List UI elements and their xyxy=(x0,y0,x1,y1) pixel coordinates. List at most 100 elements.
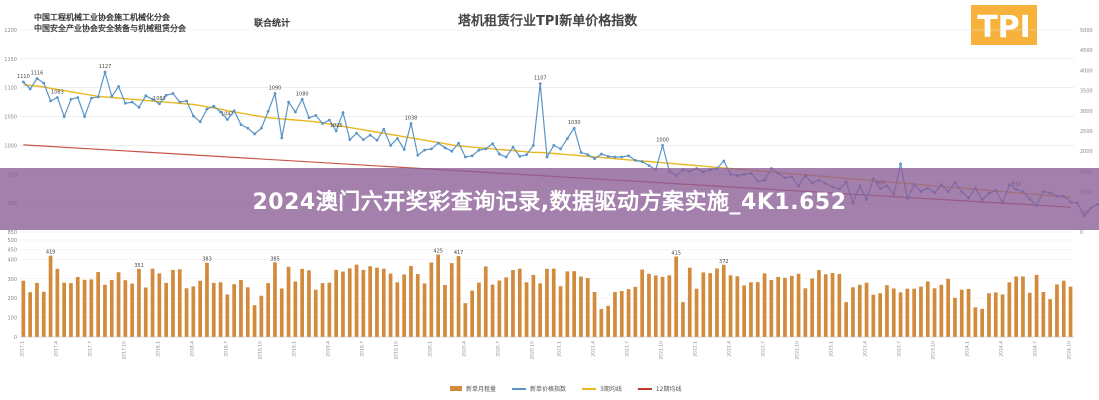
volume-bar xyxy=(89,279,94,337)
index-point xyxy=(484,147,488,151)
volume-bar xyxy=(783,277,787,337)
volume-bar xyxy=(946,278,950,337)
index-point xyxy=(600,152,603,156)
volume-bar xyxy=(912,288,916,337)
index-point xyxy=(552,144,556,147)
volume-bar xyxy=(171,269,175,337)
y-tick-label: 400 xyxy=(7,257,17,263)
index-point xyxy=(504,155,508,159)
index-point xyxy=(355,131,358,135)
volume-bar xyxy=(490,284,495,337)
index-point-label: 1047 xyxy=(221,111,234,117)
logo-text: TPI xyxy=(977,10,1031,45)
y-tick-label: 1050 xyxy=(4,115,17,121)
index-point xyxy=(613,155,617,159)
x-tick-label: 2022.1 xyxy=(693,341,699,357)
x-tick-label: 2020.10 xyxy=(529,341,535,360)
volume-bar xyxy=(980,308,984,337)
volume-bar xyxy=(252,305,257,337)
index-point xyxy=(178,100,182,104)
overlay-banner-text: 2024澳门六开奖彩查询记录,数据驱动方案实施_4K1.652 xyxy=(252,190,847,215)
y-tick-label: 450 xyxy=(7,248,17,254)
volume-bar xyxy=(137,268,141,337)
volume-bar xyxy=(681,302,685,337)
y-tick-label: 1200 xyxy=(4,28,17,34)
index-point-label: 1000 xyxy=(656,137,669,143)
volume-bar xyxy=(504,277,508,337)
volume-bar xyxy=(232,284,236,337)
index-point xyxy=(49,99,52,103)
index-point xyxy=(62,115,66,118)
index-point xyxy=(402,148,406,151)
volume-bar xyxy=(898,292,903,337)
volume-bar xyxy=(198,280,202,337)
volume-bar xyxy=(402,274,406,337)
volume-bar xyxy=(245,287,250,337)
bar-value-label: 383 xyxy=(202,257,212,263)
index-point xyxy=(314,114,318,117)
x-tick-label: 2024.7 xyxy=(1033,341,1039,357)
volume-bar xyxy=(48,255,53,337)
volume-bar xyxy=(953,297,957,337)
x-tick-label: 2021.4 xyxy=(591,341,597,357)
x-tick-label: 2024.4 xyxy=(999,341,1005,357)
index-point xyxy=(328,118,331,122)
index-point xyxy=(198,120,202,124)
volume-bar xyxy=(823,274,828,337)
right-tick-label: 4500 xyxy=(1080,48,1093,54)
right-tick-label: 4000 xyxy=(1080,68,1093,74)
volume-bar xyxy=(103,284,107,337)
bar-value-label: 425 xyxy=(433,249,443,255)
index-point xyxy=(56,96,59,99)
index-point xyxy=(545,155,549,159)
volume-bar xyxy=(395,282,400,337)
y-tick-label: 0 xyxy=(14,335,17,341)
volume-bar xyxy=(817,270,821,337)
index-point xyxy=(443,146,447,150)
volume-bar xyxy=(667,275,672,337)
index-point xyxy=(436,141,440,145)
legend-swatch-index xyxy=(512,387,527,390)
x-tick-label: 2017.7 xyxy=(87,341,93,357)
volume-bar xyxy=(55,268,60,337)
volume-bar xyxy=(21,280,26,337)
volume-bar xyxy=(932,288,937,337)
volume-bar xyxy=(334,269,338,337)
volume-bar xyxy=(422,283,427,337)
index-point xyxy=(722,159,726,163)
volume-bar xyxy=(381,268,386,337)
legend-label-index: 新单价格指数 xyxy=(530,386,567,393)
index-point xyxy=(185,99,189,103)
index-point xyxy=(620,155,624,159)
volume-bar xyxy=(191,286,196,337)
index-point xyxy=(362,138,365,142)
chart-title: 塔机租赁行业TPI新单价格指数 xyxy=(458,14,638,29)
index-point xyxy=(110,94,114,98)
volume-bar xyxy=(177,269,182,337)
legend-label-bar: 新单月租量 xyxy=(466,386,497,393)
index-point xyxy=(226,118,229,121)
volume-bar xyxy=(1027,292,1032,337)
volume-bar xyxy=(273,262,277,337)
index-point xyxy=(532,144,535,147)
index-point xyxy=(341,111,345,114)
index-point xyxy=(212,104,216,108)
volume-bar xyxy=(694,288,699,337)
volume-bar xyxy=(123,280,128,337)
x-tick-label: 2023.1 xyxy=(829,341,835,357)
index-point xyxy=(205,107,209,111)
volume-bar xyxy=(449,263,454,337)
x-tick-label: 2018.1 xyxy=(155,341,161,357)
x-tick-label: 2023.10 xyxy=(931,341,937,360)
volume-bar xyxy=(531,274,536,337)
x-tick-label: 2023.7 xyxy=(897,341,903,357)
volume-bar xyxy=(864,282,869,337)
index-point xyxy=(334,129,338,133)
volume-bar xyxy=(660,276,665,337)
volume-bar xyxy=(517,268,522,337)
index-point xyxy=(450,149,454,153)
volume-bar xyxy=(28,292,32,337)
bar-value-label: 372 xyxy=(719,259,729,265)
volume-bar xyxy=(973,307,978,337)
